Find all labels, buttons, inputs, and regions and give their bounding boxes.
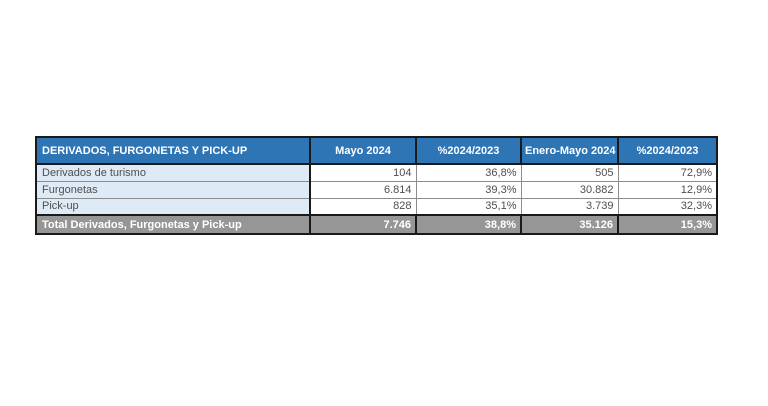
total-cell-enero-mayo-2024: 35.126 (520, 214, 619, 235)
cell-enero-mayo-2024: 505 (520, 163, 619, 182)
header-row: DERIVADOS, FURGONETAS Y PICK-UP Mayo 202… (35, 136, 718, 165)
row-label: Pick-up (35, 197, 311, 216)
table-header: DERIVADOS, FURGONETAS Y PICK-UP Mayo 202… (35, 136, 718, 165)
derivados-furgonetas-pickup-table: DERIVADOS, FURGONETAS Y PICK-UP Mayo 202… (35, 136, 718, 235)
cell-enero-mayo-2024: 3.739 (520, 197, 619, 216)
column-header-enero-mayo-2024: Enero-Mayo 2024 (520, 136, 619, 165)
column-header-pct-enero-mayo: %2024/2023 (617, 136, 718, 165)
total-cell-mayo-2024: 7.746 (309, 214, 417, 235)
cell-pct-enero-mayo: 12,9% (617, 180, 718, 199)
total-cell-pct-mayo: 38,8% (415, 214, 522, 235)
cell-pct-mayo: 36,8% (415, 163, 522, 182)
table-row-derivados-de-turismo: Derivados de turismo 104 36,8% 505 72,9% (35, 163, 718, 182)
row-label: Furgonetas (35, 180, 311, 199)
table-body: Derivados de turismo 104 36,8% 505 72,9%… (35, 163, 718, 235)
cell-enero-mayo-2024: 30.882 (520, 180, 619, 199)
total-cell-pct-enero-mayo: 15,3% (617, 214, 718, 235)
cell-mayo-2024: 828 (309, 197, 417, 216)
table-row-furgonetas: Furgonetas 6.814 39,3% 30.882 12,9% (35, 180, 718, 199)
column-header-pct-mayo: %2024/2023 (415, 136, 522, 165)
table-row-total: Total Derivados, Furgonetas y Pick-up 7.… (35, 214, 718, 235)
cell-mayo-2024: 104 (309, 163, 417, 182)
cell-pct-mayo: 39,3% (415, 180, 522, 199)
cell-pct-mayo: 35,1% (415, 197, 522, 216)
column-header-mayo-2024: Mayo 2024 (309, 136, 417, 165)
cell-mayo-2024: 6.814 (309, 180, 417, 199)
row-label: Derivados de turismo (35, 163, 311, 182)
table-row-pick-up: Pick-up 828 35,1% 3.739 32,3% (35, 197, 718, 216)
total-row-label: Total Derivados, Furgonetas y Pick-up (35, 214, 311, 235)
cell-pct-enero-mayo: 32,3% (617, 197, 718, 216)
table-title-header: DERIVADOS, FURGONETAS Y PICK-UP (35, 136, 311, 165)
cell-pct-enero-mayo: 72,9% (617, 163, 718, 182)
